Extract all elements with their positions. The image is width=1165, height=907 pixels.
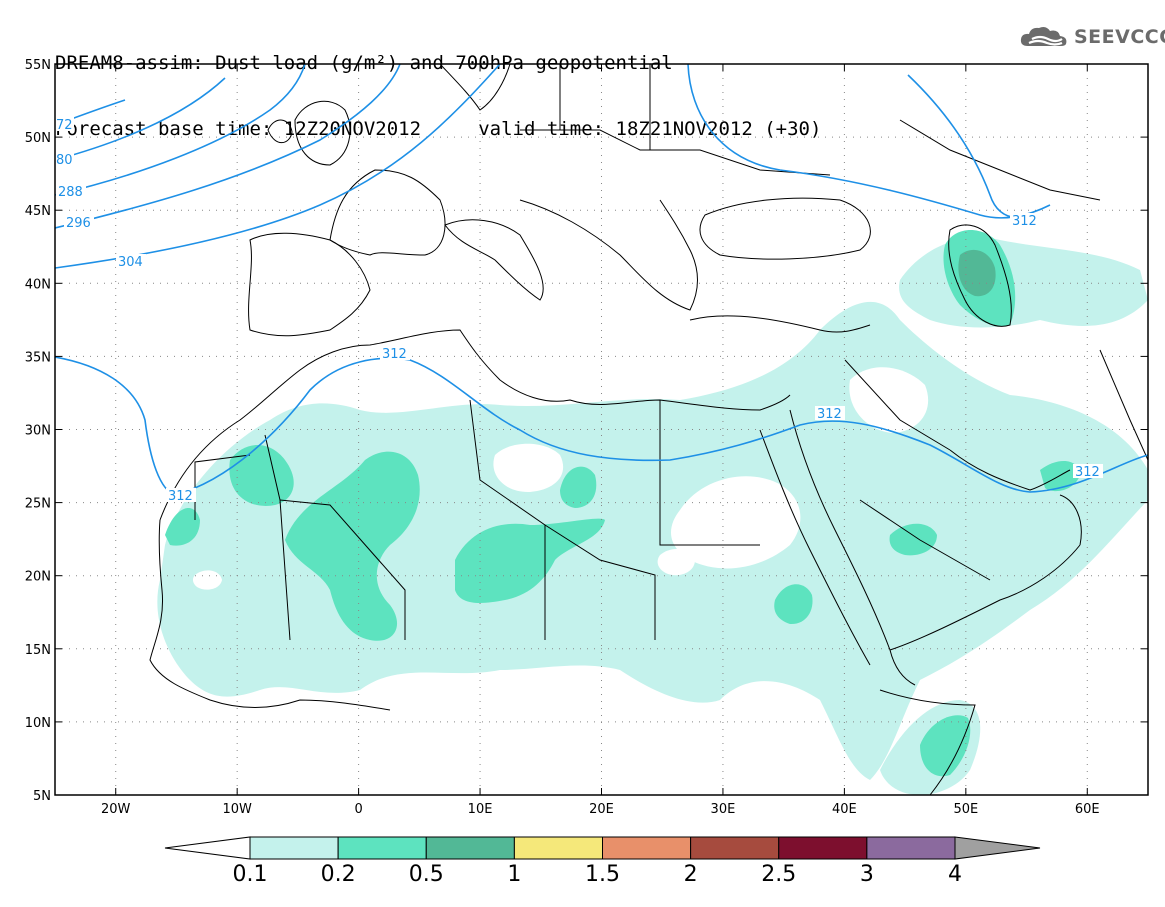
lat-tick-label: 35N: [25, 350, 51, 365]
border: [469, 399, 546, 640]
persian-gulf-coast: [949, 449, 1071, 491]
colorbar-label: 1: [507, 862, 521, 887]
lat-tick-label: 50N: [25, 131, 51, 146]
france-coast: [329, 169, 446, 256]
contour-label: 288: [58, 185, 83, 200]
britain-coast: [294, 100, 351, 166]
lon-tick-label: 60E: [1075, 802, 1100, 817]
north-africa-coast: [159, 329, 791, 521]
border: [859, 499, 991, 581]
cloud-logo-icon: [1020, 27, 1067, 46]
colorbar-segment: [778, 836, 868, 860]
colorbar-segment: [249, 836, 339, 860]
lat-tick-label: 25N: [25, 497, 51, 512]
horn-africa-coast: [879, 689, 976, 795]
contour-label: 312: [1012, 214, 1037, 229]
border: [544, 524, 656, 640]
border: [520, 129, 831, 176]
dust-field-high: [958, 249, 996, 297]
lat-tick-label: 5N: [33, 789, 51, 804]
lon-tick-label: 10E: [468, 802, 493, 817]
lon-tick-label: 50E: [953, 802, 978, 817]
colorbar: 0.1 0.2 0.5 1 1.5 2 2.5 3 4: [164, 836, 1041, 887]
coastlines-and-borders: [149, 64, 1148, 795]
contour-label: 312: [1075, 465, 1100, 480]
logo-text: SEEVCCC: [1074, 26, 1165, 48]
lat-tick-label: 55N: [25, 58, 51, 73]
seevccc-logo: SEEVCCC: [1018, 24, 1165, 50]
border: [1099, 349, 1148, 461]
oman-coast: [1059, 494, 1082, 546]
arabia-south-coast: [889, 544, 1081, 651]
lat-tick-label: 20N: [25, 570, 51, 585]
lat-tick-label: 30N: [25, 424, 51, 439]
contour-304: [55, 64, 501, 269]
colorbar-segment: [602, 836, 692, 860]
contour-label: 312: [382, 347, 407, 362]
scandinavia-coast: [439, 64, 511, 111]
lon-tick-label: 40E: [832, 802, 857, 817]
lon-tick-label: 10W: [222, 802, 252, 817]
border: [279, 499, 406, 640]
contour-288: [55, 64, 306, 196]
red-sea-east: [789, 409, 916, 686]
balkans-coast: [519, 199, 698, 311]
ireland-coast: [267, 119, 293, 144]
latitude-axis: 55N 50N 45N 40N 35N 30N 25N 20N 15N 10N 5N: [25, 58, 1148, 804]
lat-tick-label: 40N: [25, 277, 51, 292]
red-sea-west: [759, 429, 871, 666]
border: [899, 119, 1101, 201]
west-africa-coast: [149, 519, 391, 711]
lat-tick-label: 45N: [25, 204, 51, 219]
colorbar-label: 0.5: [409, 862, 444, 887]
contour-312-north: [687, 64, 1051, 219]
black-sea-coast: [699, 197, 871, 260]
colorbar-label: 0.1: [233, 862, 268, 887]
italy-coast: [444, 219, 544, 301]
contour-80: [55, 77, 226, 161]
anatolia-coast: [689, 315, 871, 333]
lat-tick-label: 15N: [25, 643, 51, 658]
caspian-coast: [948, 224, 1012, 327]
iberia-coast: [248, 232, 371, 337]
lon-tick-label: 0: [354, 802, 362, 817]
colorbar-segment: [425, 836, 515, 860]
longitude-axis: 20W 10W 0 10E 20E 30E 40E 50E 60E: [101, 64, 1100, 817]
contour-label-group: 72 80 288 296 304 312 312 312 312 312: [52, 117, 1103, 504]
colorbar-label: 1.5: [585, 862, 620, 887]
contour-296: [55, 64, 401, 229]
colorbar-segment: [954, 836, 1041, 860]
border: [659, 400, 760, 546]
colorbar-segment: [690, 836, 780, 860]
border: [844, 359, 951, 451]
contour-label: 72: [56, 118, 73, 133]
lon-tick-label: 30E: [711, 802, 736, 817]
contour-312-east: [907, 74, 1021, 219]
colorbar-label: 0.2: [321, 862, 356, 887]
title-line: DREAM8-assim: Dust load (g/m²) and 700hP…: [55, 52, 673, 74]
contour-label: 80: [56, 153, 73, 168]
contour-label: 312: [168, 489, 193, 504]
colorbar-segment: [866, 836, 956, 860]
colorbar-label: 4: [948, 862, 962, 887]
lat-tick-label: 10N: [25, 716, 51, 731]
contour-label: 296: [66, 216, 91, 231]
colorbar-segment: [164, 836, 251, 860]
contour-label: 312: [817, 407, 842, 422]
colorbar-label: 3: [860, 862, 874, 887]
dust-load-fields: [157, 230, 1148, 795]
contour-label: 304: [118, 255, 143, 270]
lon-tick-label: 20W: [101, 802, 131, 817]
colorbar-label: 2: [684, 862, 698, 887]
colorbar-segment: [513, 836, 603, 860]
colorbar-segment: [337, 836, 427, 860]
lon-tick-label: 20E: [589, 802, 614, 817]
colorbar-label: 2.5: [761, 862, 796, 887]
